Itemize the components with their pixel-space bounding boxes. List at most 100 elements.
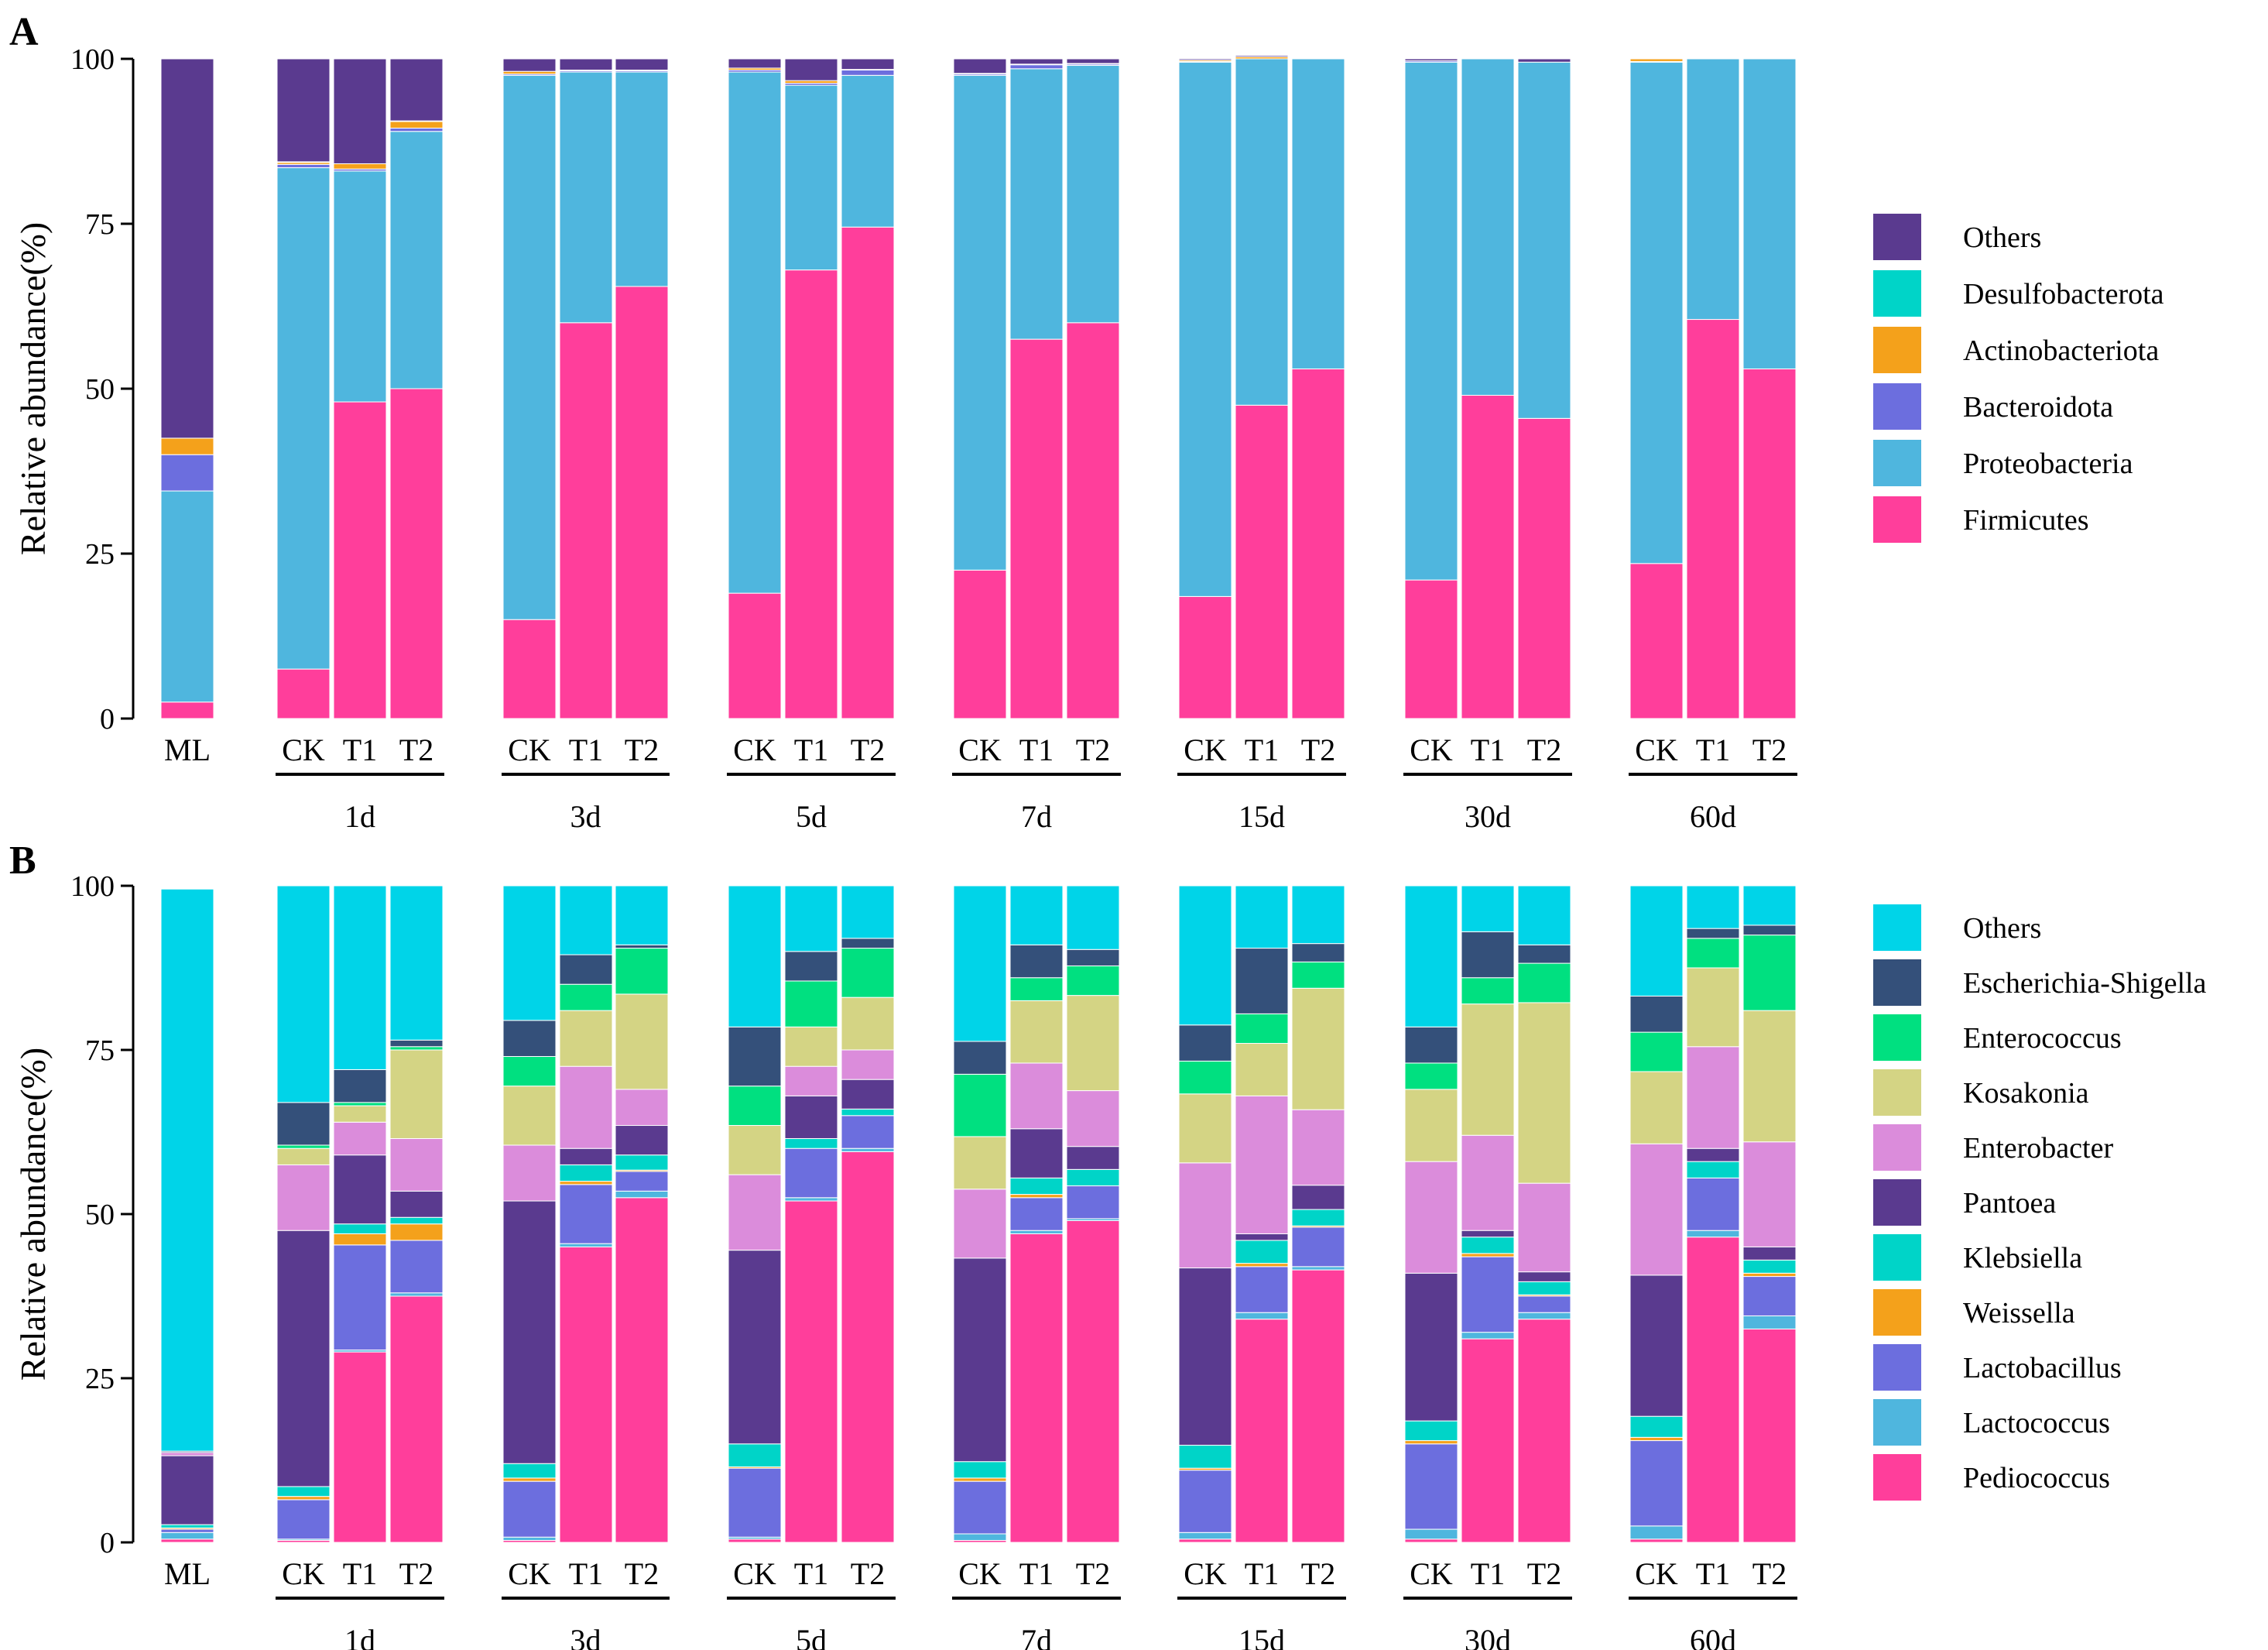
group-label: 7d: [1021, 1623, 1052, 1650]
category-label: CK: [733, 1556, 776, 1591]
bar-segment-pediococcus: [1629, 1539, 1684, 1543]
legend-swatch: [1873, 440, 1921, 486]
bar-segment-enterobacter: [1009, 1062, 1064, 1130]
bar-segment-pantoea: [1517, 1271, 1571, 1282]
bar-segment-others: [1686, 885, 1740, 929]
bar-segment-lactobacillus: [559, 1184, 613, 1244]
bar-segment-enterobacter: [1404, 1161, 1458, 1274]
bar-segment-weissella: [1629, 1436, 1684, 1442]
bar-segment-enterobacter: [1742, 1141, 1797, 1247]
category-label: CK: [282, 1556, 325, 1591]
bar-segment-kosakonia: [728, 1125, 782, 1175]
category-label: T2: [1752, 732, 1787, 767]
bar-segment-others: [953, 58, 1007, 74]
bar-segment-lactococcus: [1404, 1528, 1458, 1540]
bar-segment-others: [1066, 885, 1120, 950]
bar-segment-enterobacter: [160, 1452, 214, 1456]
bar-segment-firmicutes: [502, 619, 557, 719]
bar-segment-lactobacillus: [615, 1171, 669, 1192]
bar-segment-proteobacteria: [1629, 61, 1684, 564]
bar-segment-enterobacter: [1686, 1046, 1740, 1149]
bar-segment-kosakonia: [333, 1105, 387, 1123]
bar-segment-proteobacteria: [1686, 58, 1740, 321]
y-tick-label: 50: [85, 373, 115, 406]
bar-segment-bacteroidota: [1009, 64, 1064, 70]
bar-segment-enterobacter: [841, 1049, 895, 1080]
bar-segment-others: [333, 58, 387, 164]
bar-segment-firmicutes: [1629, 563, 1684, 719]
bar-segment-klebsiella: [276, 1486, 331, 1497]
category-label: T2: [1301, 1556, 1335, 1591]
bar-segment-lactococcus: [559, 1243, 613, 1247]
bar-segment-escherichia-shigella: [1629, 995, 1684, 1033]
legend-label: Others: [1963, 912, 2041, 945]
bar-segment-firmicutes: [1686, 319, 1740, 719]
bar-segment-others: [615, 885, 669, 945]
bar-segment-lactococcus: [1686, 1230, 1740, 1238]
bar-segment-escherichia-shigella: [1178, 1024, 1232, 1062]
bar-segment-others: [559, 58, 613, 70]
bar-segment-pantoea: [1178, 1268, 1232, 1446]
bar-segment-weissella: [333, 1233, 387, 1246]
category-label: T1: [1471, 1556, 1505, 1591]
legend-swatch: [1873, 1399, 1921, 1446]
bar-segment-escherichia-shigella: [559, 954, 613, 985]
bar-segment-proteobacteria: [1009, 68, 1064, 340]
bar-segment-lactobacillus: [1009, 1197, 1064, 1231]
category-label: T1: [794, 732, 828, 767]
bar-segment-escherichia-shigella: [1404, 1026, 1458, 1064]
bar-segment-escherichia-shigella: [1066, 948, 1120, 966]
legend-swatch: [1873, 1234, 1921, 1281]
bar-segment-klebsiella: [1009, 1177, 1064, 1195]
group-label: 30d: [1465, 1623, 1511, 1650]
bar-segment-kosakonia: [502, 1086, 557, 1146]
category-label: T2: [1076, 732, 1110, 767]
bar-segment-others: [1629, 885, 1684, 997]
bar-segment-enterobacter: [1291, 1109, 1345, 1186]
legend-swatch: [1873, 904, 1921, 951]
bar-segment-enterobacter: [1235, 1095, 1289, 1234]
bar-segment-others: [559, 885, 613, 955]
bar-segment-others: [1404, 885, 1458, 1027]
bar-segment-klebsiella: [1629, 1415, 1684, 1438]
legend-swatch: [1873, 327, 1921, 373]
bar-segment-pantoea: [1066, 1146, 1120, 1170]
category-label: T1: [569, 1556, 603, 1591]
bar-segment-weissella: [953, 1477, 1007, 1482]
category-label: T1: [794, 1556, 828, 1591]
bar-segment-escherichia-shigella: [1517, 944, 1571, 964]
bar-segment-escherichia-shigella: [333, 1069, 387, 1103]
group-label: 15d: [1238, 799, 1285, 834]
bar-segment-enterococcus: [333, 1102, 387, 1106]
bar-segment-klebsiella: [389, 1216, 444, 1225]
bar-segment-others: [615, 58, 669, 70]
bar-segment-escherichia-shigella: [1291, 943, 1345, 962]
bar-segment-enterococcus: [1291, 961, 1345, 989]
bar-segment-lactobacillus: [333, 1244, 387, 1351]
bar-segment-escherichia-shigella: [1009, 944, 1064, 979]
bar-segment-enterobacter: [276, 1164, 331, 1231]
bar-segment-kosakonia: [1629, 1071, 1684, 1144]
bar-segment-escherichia-shigella: [1461, 931, 1515, 979]
bar-segment-lactobacillus: [1461, 1256, 1515, 1333]
bar-segment-enterococcus: [1009, 977, 1064, 1001]
bar-segment-escherichia-shigella: [502, 1020, 557, 1057]
bar-segment-pediococcus: [333, 1351, 387, 1543]
bar-segment-pediococcus: [1517, 1319, 1571, 1543]
bar-segment-pediococcus: [1291, 1269, 1345, 1543]
bar-segment-enterococcus: [841, 948, 895, 998]
bar-segment-klebsiella: [1686, 1161, 1740, 1178]
legend-label: Proteobacteria: [1963, 448, 2133, 480]
y-tick-label: 25: [85, 538, 115, 571]
bar-segment-bacteroidota: [276, 163, 331, 169]
category-label: T1: [1019, 732, 1053, 767]
legend-label: Pediococcus: [1963, 1462, 2110, 1494]
y-tick-label: 75: [85, 208, 115, 241]
bar-segment-lactobacillus: [784, 1147, 838, 1199]
bar-segment-lactobacillus: [1291, 1226, 1345, 1268]
legend-label: Firmicutes: [1963, 504, 2089, 537]
y-axis-title: Relative abundance(%): [13, 1048, 53, 1381]
category-label: T1: [1019, 1556, 1053, 1591]
legend-swatch: [1873, 1344, 1921, 1391]
